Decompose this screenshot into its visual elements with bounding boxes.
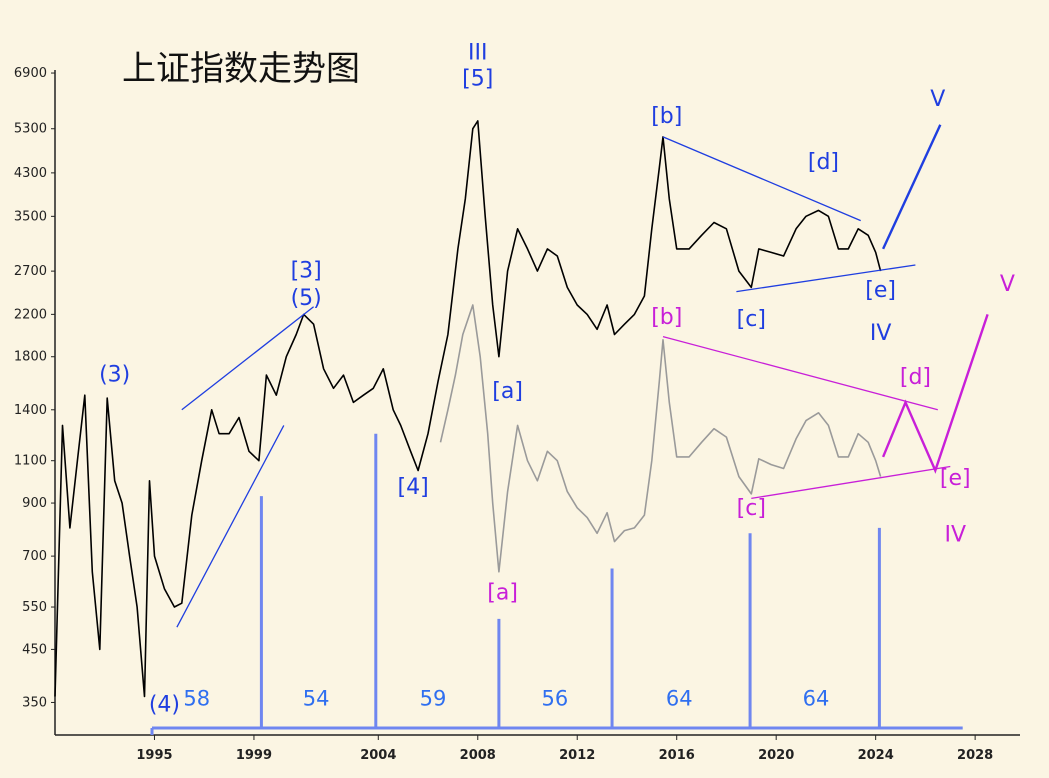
cycle-interval-label: 56 bbox=[541, 686, 568, 710]
wave-label: [3] bbox=[291, 258, 322, 283]
price-series bbox=[54, 120, 882, 698]
wave-label: [5] bbox=[462, 67, 493, 92]
trendlines bbox=[176, 124, 989, 628]
wave-label: IV bbox=[870, 321, 892, 346]
axes: 6900 5300 4300 3500 2700 2200 1800 1400 1100 900 7… bbox=[14, 66, 1020, 763]
y-tick-label: 700 bbox=[22, 549, 47, 564]
y-tick-label: 5300 bbox=[14, 122, 47, 137]
trendline bbox=[881, 314, 989, 474]
trendline bbox=[882, 124, 942, 250]
x-tick-label: 2024 bbox=[858, 748, 894, 763]
chart-title: 上证指数走势图 bbox=[122, 49, 360, 89]
wave-label: [c] bbox=[737, 307, 766, 332]
wave-label: [e] bbox=[865, 278, 896, 303]
x-tick-label: 2028 bbox=[957, 748, 993, 763]
cycle-interval-label: 54 bbox=[303, 686, 330, 710]
y-tick-label: 6900 bbox=[14, 66, 47, 81]
x-tick-label: 1995 bbox=[136, 748, 172, 763]
wave-label: [d] bbox=[808, 150, 839, 175]
x-tick-label: 2008 bbox=[460, 748, 496, 763]
wave-label: [4] bbox=[398, 475, 429, 500]
alt-wave-label: V bbox=[1000, 272, 1015, 297]
wave-labels: (3) (4) [3] (5) [4] III[5] [a] [b] [c] [d] [e] IV V [… bbox=[99, 41, 1015, 718]
y-tick-label: 550 bbox=[22, 600, 47, 615]
x-tick-label: 1999 bbox=[236, 748, 272, 763]
wave-label: (4) bbox=[149, 693, 180, 718]
wave-label: (3) bbox=[99, 363, 130, 388]
y-tick-label: 3500 bbox=[14, 209, 47, 224]
trendline bbox=[176, 425, 285, 628]
trendline bbox=[662, 335, 938, 411]
x-tick-label: 2016 bbox=[659, 748, 695, 763]
ghost-price-line bbox=[439, 304, 882, 573]
y-tick-label: 1800 bbox=[14, 350, 47, 365]
cycle-interval-label: 58 bbox=[183, 686, 210, 710]
y-tick-label: 4300 bbox=[14, 166, 47, 181]
alt-wave-label: [d] bbox=[900, 365, 931, 390]
alt-wave-label: IV bbox=[944, 523, 966, 548]
cycle-interval-label: 64 bbox=[803, 686, 830, 710]
y-tick-label: 2200 bbox=[14, 307, 47, 322]
y-tick-label: 350 bbox=[22, 695, 47, 710]
x-tick-label: 2012 bbox=[559, 748, 595, 763]
cycle-interval-label: 64 bbox=[666, 686, 693, 710]
trendline bbox=[736, 264, 916, 293]
alt-wave-label: [c] bbox=[737, 496, 766, 521]
wave-label: (5) bbox=[291, 286, 322, 311]
cycle-markers: 58 54 59 56 64 64 bbox=[150, 433, 963, 735]
y-tick-label: 2700 bbox=[14, 264, 47, 279]
y-tick-label: 1100 bbox=[14, 454, 47, 469]
alt-wave-label: [e] bbox=[940, 466, 971, 491]
trendline bbox=[751, 465, 951, 500]
cycle-interval-label: 59 bbox=[420, 686, 447, 710]
x-tick-label: 2004 bbox=[360, 748, 396, 763]
wave-label: V bbox=[930, 87, 945, 112]
alt-wave-label: [b] bbox=[651, 305, 682, 330]
wave-label: III bbox=[468, 41, 487, 66]
y-tick-label: 900 bbox=[22, 496, 47, 511]
y-tick-label: 450 bbox=[22, 642, 47, 657]
alt-wave-label: [a] bbox=[487, 580, 518, 605]
price-line bbox=[54, 120, 882, 698]
x-tick-label: 2020 bbox=[758, 748, 794, 763]
wave-label: [b] bbox=[651, 104, 682, 129]
y-tick-label: 1400 bbox=[14, 403, 47, 418]
trendline bbox=[181, 306, 315, 411]
wave-label: [a] bbox=[492, 379, 523, 404]
trendline bbox=[662, 136, 861, 222]
